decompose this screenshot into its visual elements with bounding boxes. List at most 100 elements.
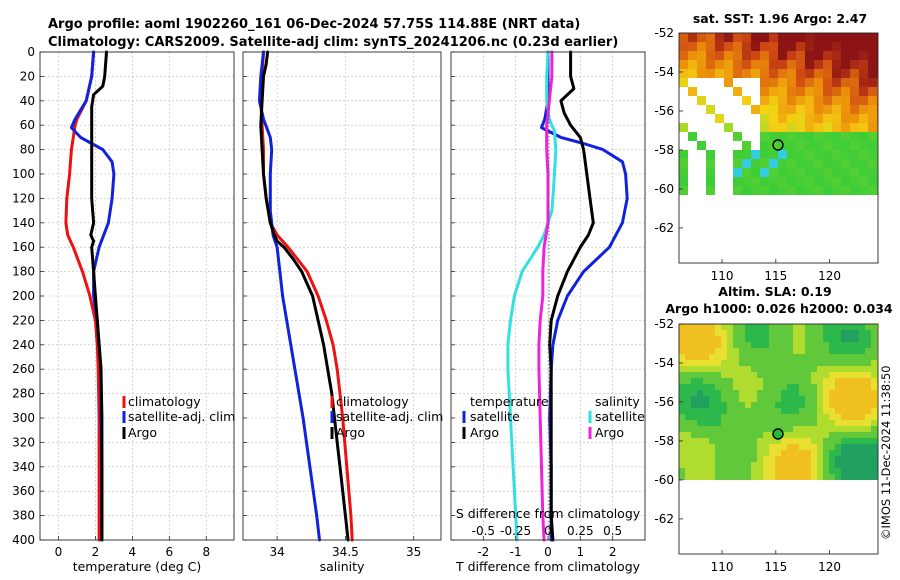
sla-cell [685,390,691,396]
sst-cell [679,150,688,159]
sst-cell [778,168,787,177]
sst-cell [706,51,715,60]
sla-cell [721,420,727,426]
sst-cell [814,87,823,96]
sst-cell [787,96,796,105]
sst-cell [787,69,796,78]
sst-cell [850,105,859,114]
sla-cell [727,372,733,378]
sla-cell [703,474,709,480]
sla-cell [871,390,877,396]
sla-cell [703,426,709,432]
sla-cell [877,348,878,354]
sla-cell [811,336,817,342]
sla-cell [715,378,721,384]
depth-tick-label: 20 [20,69,35,83]
sst-cell [679,186,688,195]
difference-panel: -2 -1 0 1 2 S difference from climatology -0… [450,50,646,574]
s-tick-label: 0.25 [567,524,594,538]
sla-cell [679,396,685,402]
sla-cell [829,360,835,366]
sla-cell [835,408,841,414]
sla-cell [829,378,835,384]
sla-cell [733,438,739,444]
sst-cell [868,123,877,132]
sla-cell [709,336,715,342]
sla-cell [727,420,733,426]
sla-cell [805,438,811,444]
sla-cell [877,336,878,342]
sla-cell [865,426,871,432]
sla-cell [685,360,691,366]
sst-cell [877,105,878,114]
sst-cell [823,33,832,42]
sla-cell [763,366,769,372]
sst-cell [688,87,697,96]
sla-cell [871,378,877,384]
sla-cell [715,408,721,414]
sst-cell [742,60,751,69]
map-y-tick-label: -60 [654,473,674,487]
sla-cell [811,330,817,336]
sla-cell [859,468,865,474]
sst-cell [814,186,823,195]
sla-cell [799,354,805,360]
sst-cell [733,132,742,141]
sla-cell [805,426,811,432]
sla-cell [877,438,878,444]
sst-cell [814,132,823,141]
sla-cell [679,420,685,426]
sla-cell [805,468,811,474]
sla-cell [799,420,805,426]
sla-cell [727,366,733,372]
sst-cell [823,177,832,186]
sst-cell [823,42,832,51]
sla-cell [859,450,865,456]
sla-cell [799,474,805,480]
sla-cell [787,438,793,444]
sla-cell [733,336,739,342]
sla-cell [739,384,745,390]
sla-cell [733,330,739,336]
sla-cell [871,366,877,372]
sla-cell [763,468,769,474]
sla-cell [715,336,721,342]
sla-cell [751,354,757,360]
sla-cell [715,438,721,444]
sla-cell [793,360,799,366]
sst-cell [796,123,805,132]
sla-cell [841,372,847,378]
sst-cell [832,132,841,141]
sla-cell [715,390,721,396]
sla-cell [775,420,781,426]
sla-cell [733,384,739,390]
sla-cell [835,366,841,372]
sla-cell [679,468,685,474]
sst-cell [760,87,769,96]
sla-cell [775,372,781,378]
sla-cell [805,444,811,450]
sst-cell [769,105,778,114]
sla-cell [781,468,787,474]
sla-map-subtitle: Argo h1000: 0.026 h2000: 0.034 [665,301,893,316]
sla-cell [739,450,745,456]
sla-cell [853,456,859,462]
sla-cell [859,396,865,402]
sst-cell [859,168,868,177]
sst-cell [778,177,787,186]
sla-cell [781,342,787,348]
sst-cell [814,69,823,78]
sla-cell [865,468,871,474]
sst-cell [760,78,769,87]
sla-cell [703,354,709,360]
sla-cell [811,390,817,396]
temperature-panel: 0 2 4 6 8 temperature (deg C) climatology sa… [39,50,235,574]
sla-cell [781,432,787,438]
sla-cell [871,414,877,420]
sla-cell [685,372,691,378]
sst-cell [868,186,877,195]
sla-cell [787,360,793,366]
sla-cell [703,336,709,342]
sla-cell [817,336,823,342]
sla-cell [751,360,757,366]
